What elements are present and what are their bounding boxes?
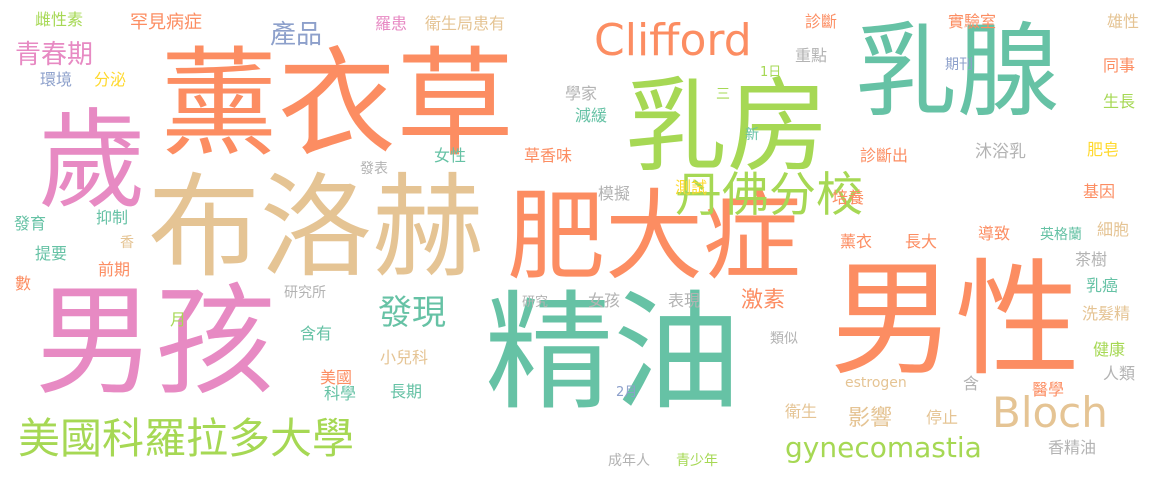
word-denver: 丹佛分校 [675,168,863,223]
word-environment: 環境 [40,70,73,89]
word-suffer: 羅患 [375,14,408,33]
word-fragrance: 香 [120,235,134,251]
word-adult: 成年人 [608,453,650,469]
word-product: 產品 [270,20,323,50]
word-scholar: 學家 [565,84,598,103]
word-age: 歲 [38,99,147,224]
word-key-point: 重點 [795,46,828,65]
word-health: 健康 [1093,340,1126,359]
word-teen: 青少年 [676,453,718,469]
word-shampoo: 洗髮精 [1082,304,1131,323]
word-health-bureau: 衛生局患有 [425,14,506,33]
word-contains: 含有 [300,324,333,343]
word-publish: 發表 [360,161,388,177]
word-university: 美國科羅拉多大學 [18,414,355,463]
word-lavender: 薰衣草 [160,35,515,173]
word-simulate: 模擬 [598,184,631,203]
word-cause: 導致 [978,224,1011,243]
word-number: 數 [15,274,32,293]
word-bloch-cn: 布洛赫 [148,163,484,293]
word-cultivate: 培養 [832,188,865,207]
word-human: 人類 [1103,364,1136,383]
word-diagnosed: 診斷出 [860,146,909,165]
word-test: 測試 [675,178,708,197]
word-growth: 生長 [1103,92,1136,111]
word-pediatrics: 小兒科 [380,348,429,367]
word-inhibit: 抑制 [96,208,129,227]
word-lab: 實驗室 [948,12,997,31]
word-tea-tree: 茶樹 [1075,250,1108,269]
word-slow-down: 減緩 [575,106,608,125]
word-boy: 男孩 [35,273,275,412]
word-stop: 停止 [926,408,959,427]
word-development: 發育 [14,214,47,233]
word-estrogen: estrogen [845,375,907,391]
word-secretion: 分泌 [94,70,127,89]
word-first-day: 1日 [760,65,782,80]
word-science: 科學 [324,384,357,403]
word-rare-disease: 罕見病症 [130,12,202,33]
word-hormone: 激素 [741,288,786,313]
word-long-term: 長期 [390,382,423,401]
word-usa: 美國 [320,368,353,387]
word-lavender-short: 薰衣 [840,232,873,251]
word-medicine: 醫學 [1032,380,1065,399]
word-soap: 肥皂 [1087,140,1120,159]
word-hygiene: 衛生 [785,402,818,421]
word-new: 新 [745,127,759,143]
word-cell: 細胞 [1097,220,1130,239]
word-influence: 影響 [848,406,893,431]
word-contain: 含 [963,374,980,393]
word-estrogen-cn: 雌性素 [35,10,84,29]
word-male: 男性 [830,248,1080,393]
word-hypertrophy: 肥大症 [507,180,802,294]
word-herbal-scent: 草香味 [524,146,573,165]
word-performance: 表現 [668,291,701,310]
word-grow-up: 長大 [905,232,938,251]
word-bloch: Bloch [992,388,1108,437]
word-institute: 研究所 [284,285,326,301]
word-girl: 女孩 [588,291,621,310]
word-gene: 基因 [1083,182,1116,201]
word-breast-cancer: 乳癌 [1086,276,1119,295]
word-early-stage: 前期 [98,260,131,279]
word-shower-gel: 沐浴乳 [975,142,1026,162]
word-puberty: 青春期 [15,40,94,70]
word-colleague: 同事 [1103,56,1136,75]
word-research: 研究 [522,295,549,310]
word-month: 月 [170,310,187,329]
word-discover: 發現 [378,293,446,333]
word-summary: 提要 [35,244,68,263]
word-diagnosis: 診斷 [805,12,838,31]
word-masculine: 雄性 [1107,12,1140,31]
word-clifford: Clifford [594,15,752,66]
word-essential-oil: 精油 [485,279,742,428]
word-female: 女性 [434,146,467,165]
word-fragrance-oil: 香精油 [1048,438,1097,457]
word-february: 2月 [616,385,638,400]
word-breast: 乳房 [625,68,829,187]
word-mammary-gland: 乳腺 [855,13,1059,132]
word-england: 英格蘭 [1040,227,1082,243]
word-three: 三 [714,86,730,100]
word-journal: 期刊 [945,57,973,73]
word-gynecomastia: gynecomastia [785,431,982,464]
word-similar: 類似 [770,331,798,347]
